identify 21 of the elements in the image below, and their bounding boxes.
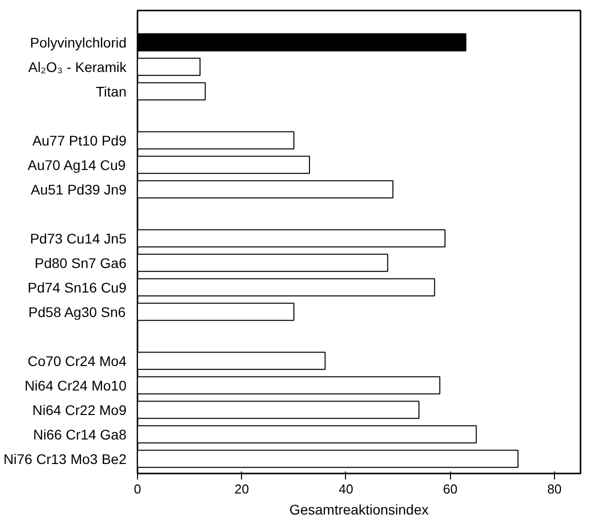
y-tick-label: Au51 Pd39 Jn9 <box>30 181 127 198</box>
y-tick-label: Titan <box>96 83 127 100</box>
x-tick-label: 60 <box>442 482 458 496</box>
y-tick-label: Polyvinylchlorid <box>30 34 126 50</box>
y-tick-label: Ni64 Cr22 Mo9 <box>32 402 127 418</box>
y-tick-label: Ni76 Cr13 Mo3 Be2 <box>4 450 127 467</box>
y-tick-label: Pd80 Sn7 Ga6 <box>34 254 127 271</box>
y-tick-label: Pd58 Ag30 Sn6 <box>28 304 126 320</box>
x-tick-label: 0 <box>134 482 142 496</box>
x-tick-label: 20 <box>234 482 249 496</box>
x-tick-label: 80 <box>547 482 562 496</box>
y-tick-label: Co70 Cr24 Mo4 <box>28 352 127 369</box>
x-tick-label: 40 <box>338 482 354 496</box>
y-tick-label: Au70 Ag14 Cu9 <box>28 156 126 173</box>
y-tick-label: Ni64 Cr24 Mo10 <box>24 377 127 394</box>
x-axis-title: Gesamtreaktionsindex <box>289 502 429 518</box>
y-tick-label: Al₂O₃ - Keramik <box>28 58 128 75</box>
y-tick-label: Ni66 Cr14 Ga8 <box>33 426 127 442</box>
y-tick-label: Pd74 Sn16 Cu9 <box>28 279 127 296</box>
y-tick-label: Pd73 Cu14 Jn5 <box>30 230 127 246</box>
y-tick-label: Au77 Pt10 Pd9 <box>32 132 127 148</box>
